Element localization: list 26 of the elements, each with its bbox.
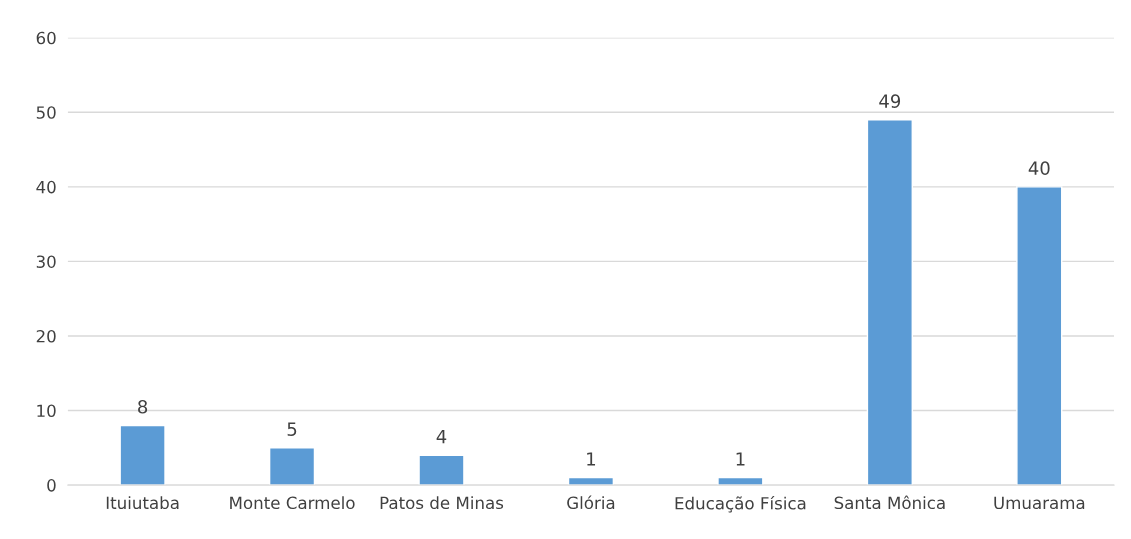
y-tick-label: 40 bbox=[36, 180, 56, 194]
x-tick-label: Umuarama bbox=[994, 496, 1085, 510]
bar bbox=[866, 119, 913, 486]
x-tick-label: Monte Carmelo bbox=[230, 496, 355, 510]
data-label: 1 bbox=[736, 452, 745, 466]
bar bbox=[119, 424, 166, 486]
data-label: 40 bbox=[1028, 161, 1050, 176]
x-tick-label: Patos de Minas bbox=[380, 496, 504, 510]
x-tick-label: Educação Física bbox=[675, 495, 806, 513]
data-label: 49 bbox=[879, 94, 901, 108]
x-tick-label: Glória bbox=[567, 495, 615, 510]
bar bbox=[1016, 186, 1063, 486]
y-tick-label: 20 bbox=[36, 329, 56, 343]
y-tick-label: 10 bbox=[37, 404, 56, 418]
y-tick-label: 50 bbox=[36, 106, 56, 119]
x-tick-label: Ituiutaba bbox=[106, 496, 179, 510]
data-label: 1 bbox=[587, 452, 596, 466]
data-label: 5 bbox=[287, 422, 297, 436]
y-tick-label: 30 bbox=[36, 255, 56, 268]
bar bbox=[268, 447, 316, 486]
data-label: 8 bbox=[138, 399, 148, 414]
bar bbox=[418, 454, 465, 486]
data-label: 4 bbox=[436, 430, 447, 444]
y-tick-label: 60 bbox=[36, 31, 56, 45]
x-tick-label: Santa Mônica bbox=[834, 495, 945, 510]
y-tick-label: 0 bbox=[47, 479, 56, 492]
